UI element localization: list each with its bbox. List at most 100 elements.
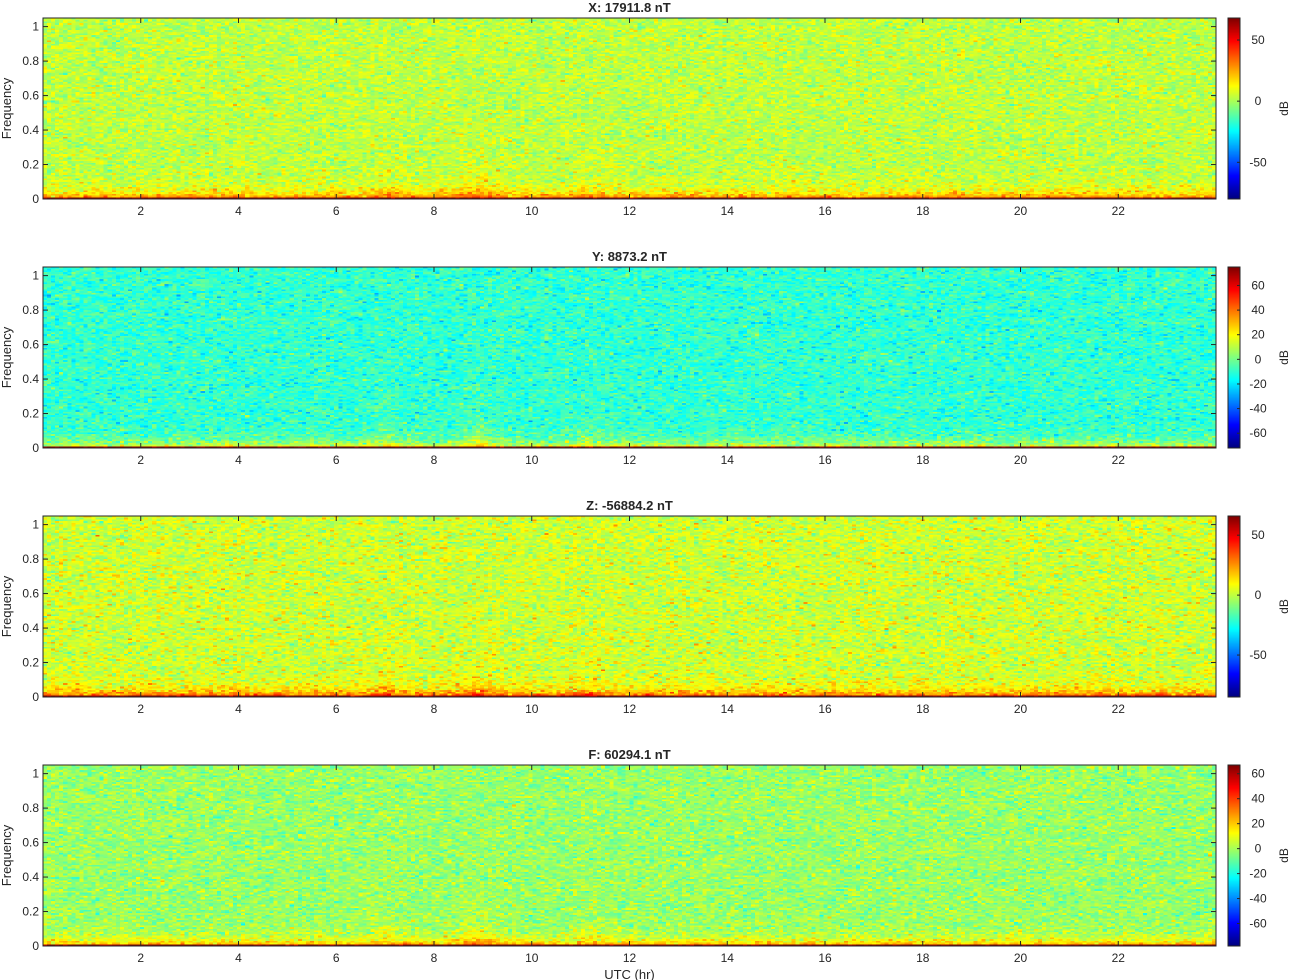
y-tick-label: 0.4 <box>22 870 39 884</box>
y-tick-label: 0.6 <box>22 338 39 352</box>
x-tick-label: 6 <box>333 951 340 965</box>
x-tick-label: 8 <box>431 453 438 467</box>
y-axis-label: Frequency <box>0 575 14 637</box>
y-tick-label: 1 <box>32 767 39 781</box>
spectrogram-heatmap <box>43 267 1216 448</box>
colorbar-tick-label: 60 <box>1251 278 1265 292</box>
y-tick-label: 0.2 <box>22 407 39 421</box>
colorbar-box <box>1227 515 1241 698</box>
x-tick-label: 2 <box>137 951 144 965</box>
x-tick-label: 22 <box>1112 453 1126 467</box>
colorbar-tick-label: -60 <box>1249 426 1267 440</box>
y-tick-label: 0 <box>32 939 39 953</box>
colorbar <box>1228 18 1240 199</box>
x-tick-label: 12 <box>623 951 637 965</box>
colorbar-label: dB <box>1277 848 1291 863</box>
x-tick-label: 12 <box>623 453 637 467</box>
x-tick-label: 16 <box>818 702 832 716</box>
colorbar <box>1228 516 1240 697</box>
spectrogram-panel: X: 17911.8 nT2 4 6 8 10 12 14 16 18 20 2200.20.40.… <box>0 0 1291 218</box>
spectrogram-panel: Y: 8873.2 nT2 4 6 8 10 12 14 16 18 20 2200.20.40.6… <box>0 249 1291 467</box>
colorbar-tick-label: -20 <box>1249 867 1267 881</box>
colorbar-tick-label: -60 <box>1249 917 1267 931</box>
y-tick-label: 0.8 <box>22 54 39 68</box>
colorbar-tick-label: -50 <box>1249 648 1267 662</box>
x-tick-label: 20 <box>1014 702 1028 716</box>
x-tick-label: 10 <box>525 951 539 965</box>
x-tick-label: 4 <box>235 951 242 965</box>
x-tick-label: 14 <box>721 951 735 965</box>
colorbar-tick-label: 20 <box>1251 817 1265 831</box>
x-tick-label: 6 <box>333 453 340 467</box>
y-tick-label: 0.8 <box>22 552 39 566</box>
x-tick-label: 10 <box>525 453 539 467</box>
spectrogram-heatmap <box>43 765 1216 946</box>
colorbar-tick-label: -20 <box>1249 377 1267 391</box>
x-tick-label: 16 <box>818 951 832 965</box>
colorbar-label: dB <box>1277 599 1291 614</box>
colorbar-tick-label: 0 <box>1255 352 1262 366</box>
y-tick-label: 0.8 <box>22 801 39 815</box>
x-tick-label: 16 <box>818 204 832 218</box>
y-tick-label: 1 <box>32 269 39 283</box>
x-axis-label: UTC (hr) <box>604 967 655 980</box>
y-tick-label: 0 <box>32 441 39 455</box>
colorbar-tick-label: 20 <box>1251 328 1265 342</box>
colorbar-tick-label: 0 <box>1255 588 1262 602</box>
y-tick-label: 0.6 <box>22 836 39 850</box>
y-tick-label: 0 <box>32 192 39 206</box>
colorbar-box <box>1227 17 1241 200</box>
spectrogram-heatmap <box>43 18 1216 199</box>
x-tick-label: 14 <box>721 453 735 467</box>
y-tick-label: 0.2 <box>22 905 39 919</box>
x-tick-label: 10 <box>525 204 539 218</box>
y-tick-label: 0.6 <box>22 89 39 103</box>
colorbar-tick-label: 50 <box>1251 33 1265 47</box>
x-tick-label: 4 <box>235 702 242 716</box>
panel-title: F: 60294.1 nT <box>588 747 670 762</box>
y-tick-label: 0.2 <box>22 158 39 172</box>
colorbar-tick-label: 60 <box>1251 767 1265 781</box>
colorbar-tick-label: 0 <box>1255 842 1262 856</box>
spectrogram-panel: Z: -56884.2 nT2 4 6 8 10 12 14 16 18 20 2200.20.40… <box>0 498 1291 716</box>
y-tick-label: 0.4 <box>22 123 39 137</box>
x-tick-label: 18 <box>916 453 930 467</box>
colorbar-box <box>1227 266 1241 449</box>
colorbar-label: dB <box>1277 350 1291 365</box>
y-axis-label: Frequency <box>0 326 14 388</box>
y-tick-label: 0.4 <box>22 621 39 635</box>
y-tick-label: 1 <box>32 20 39 34</box>
y-tick-label: 1 <box>32 518 39 532</box>
colorbar-tick-label: 40 <box>1251 303 1265 317</box>
x-tick-label: 14 <box>721 702 735 716</box>
colorbar-tick-label: -50 <box>1249 155 1267 169</box>
y-tick-label: 0.2 <box>22 656 39 670</box>
x-tick-label: 2 <box>137 702 144 716</box>
colorbar-tick-label: -40 <box>1249 892 1267 906</box>
x-tick-label: 18 <box>916 204 930 218</box>
x-tick-label: 20 <box>1014 951 1028 965</box>
x-tick-label: 2 <box>137 204 144 218</box>
x-tick-label: 16 <box>818 453 832 467</box>
panel-title: Y: 8873.2 nT <box>592 249 667 264</box>
colorbar-box <box>1227 764 1241 947</box>
y-axis-label: Frequency <box>0 824 14 886</box>
x-tick-label: 8 <box>431 204 438 218</box>
x-tick-label: 22 <box>1112 951 1126 965</box>
x-tick-label: 20 <box>1014 204 1028 218</box>
x-tick-label: 12 <box>623 204 637 218</box>
x-tick-label: 4 <box>235 204 242 218</box>
x-tick-label: 6 <box>333 702 340 716</box>
x-tick-label: 12 <box>623 702 637 716</box>
x-tick-label: 2 <box>137 453 144 467</box>
y-tick-label: 0.4 <box>22 372 39 386</box>
colorbar-tick-label: 40 <box>1251 792 1265 806</box>
colorbar <box>1228 267 1240 448</box>
panel-title: Z: -56884.2 nT <box>586 498 673 513</box>
x-tick-label: 4 <box>235 453 242 467</box>
x-tick-label: 18 <box>916 951 930 965</box>
x-tick-label: 18 <box>916 702 930 716</box>
y-tick-label: 0.6 <box>22 587 39 601</box>
x-tick-label: 14 <box>721 204 735 218</box>
x-tick-label: 10 <box>525 702 539 716</box>
